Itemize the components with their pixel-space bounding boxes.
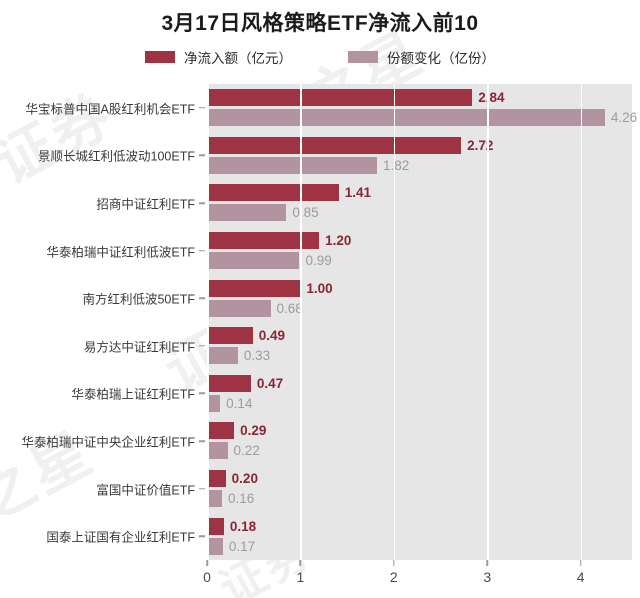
bar-share[interactable] — [207, 490, 222, 508]
bar-value-label: 0.29 — [240, 423, 267, 439]
bar-value-label: 1.00 — [306, 280, 333, 296]
bar-share[interactable] — [207, 347, 238, 365]
x-axis: 0 1 2 3 4 — [203, 560, 632, 598]
y-axis-tick — [199, 535, 205, 537]
bar-share[interactable] — [207, 204, 287, 222]
gridline-2 — [393, 84, 396, 560]
gridline-4 — [580, 84, 583, 560]
x-axis-tick — [393, 560, 395, 566]
legend-item-0[interactable]: 净流入额（亿元） — [145, 47, 292, 67]
legend-swatch-icon — [348, 51, 378, 63]
legend-label: 净流入额（亿元） — [184, 51, 292, 66]
bar-net[interactable] — [207, 470, 226, 488]
bar-net[interactable] — [207, 232, 320, 250]
bar-rows: 2.84 4.26 2.72 1.82 1.41 0.85 1.20 0.99 1.00 0.68… — [207, 84, 637, 560]
gridline-0 — [207, 84, 209, 560]
bar-net[interactable] — [207, 136, 462, 154]
bar-value-label: 0.14 — [226, 395, 253, 411]
bar-share[interactable] — [207, 537, 223, 555]
bar-group: 0.47 0.14 — [207, 370, 632, 418]
bar-net[interactable] — [207, 89, 473, 107]
gridline-1 — [300, 84, 302, 560]
x-axis-label-3: 3 — [483, 569, 492, 585]
y-axis-tick — [199, 392, 205, 395]
bar-net[interactable] — [207, 184, 339, 202]
y-axis-tick — [199, 249, 205, 252]
bar-value-label: 1.82 — [383, 157, 410, 173]
bar-value-label: 1.20 — [325, 233, 352, 249]
bar-value-label: 1.41 — [344, 185, 371, 201]
bar-value-label: 0.47 — [256, 375, 284, 391]
bar-share[interactable] — [207, 299, 271, 317]
bar-value-label: 4.26 — [610, 110, 638, 126]
bar-value-label: 0.85 — [292, 205, 319, 221]
y-axis-label-4: 南方红利低波50ETF — [82, 292, 195, 307]
bar-value-label: 0.99 — [305, 253, 332, 269]
bar-value-label: 0.16 — [227, 491, 255, 507]
bar-share[interactable] — [207, 252, 300, 270]
bar-net[interactable] — [207, 327, 253, 345]
y-axis-tick — [199, 345, 205, 347]
bar-group: 2.84 4.26 — [207, 84, 637, 132]
bar-value-label: 2.72 — [467, 137, 494, 153]
x-axis-label-0: 0 — [203, 569, 211, 585]
chart-legend: 净流入额（亿元） 份额变化（亿份） — [0, 47, 640, 67]
x-axis-label-4: 4 — [576, 569, 585, 585]
bar-share[interactable] — [207, 394, 221, 412]
bar-group: 0.49 0.33 — [207, 322, 632, 370]
bar-value-label: 0.18 — [229, 518, 257, 534]
y-axis-tick — [199, 440, 205, 442]
bar-value-label: 0.49 — [258, 328, 286, 344]
x-axis-tick — [206, 560, 208, 566]
y-axis: 华宝标普中国A股红利机会ETF 景顺长城红利低波动100ETF 招商中证红利ETF 华… — [0, 84, 207, 560]
bar-group: 0.29 0.22 — [207, 417, 632, 465]
y-axis-label-7: 华泰柏瑞中证中央企业红利ETF — [21, 435, 195, 450]
bar-group: 1.00 0.68 — [207, 274, 632, 322]
bar-value-label: 0.22 — [233, 443, 260, 459]
y-axis-label-9: 国泰上证国有企业红利ETF — [46, 530, 195, 545]
x-axis-tick — [579, 560, 582, 566]
y-axis-label-1: 景顺长城红利低波动100ETF — [38, 149, 195, 164]
bar-group: 1.20 0.99 — [207, 227, 632, 275]
bar-value-label: 0.17 — [228, 538, 256, 554]
gridline-3 — [487, 84, 489, 560]
bar-net[interactable] — [207, 422, 235, 440]
y-axis-label-6: 华泰柏瑞上证红利ETF — [71, 387, 195, 402]
bar-group: 2.72 1.82 — [207, 132, 632, 180]
y-axis-tick — [199, 297, 205, 299]
legend-item-1[interactable]: 份额变化（亿份） — [348, 47, 495, 67]
plot-area: 2.84 4.26 2.72 1.82 1.41 0.85 1.20 0.99 1.00 0.68… — [207, 84, 637, 560]
y-axis-label-2: 招商中证红利ETF — [96, 197, 195, 212]
bar-net[interactable] — [207, 374, 251, 392]
bar-net[interactable] — [207, 279, 301, 297]
legend-label: 份额变化（亿份） — [387, 51, 495, 66]
bar-value-label: 0.33 — [243, 348, 271, 364]
y-axis-tick — [199, 107, 205, 109]
bar-group: 1.41 0.85 — [207, 179, 632, 227]
bar-share[interactable] — [207, 442, 228, 460]
x-axis-tick — [486, 560, 488, 566]
legend-swatch-icon — [145, 51, 175, 63]
y-axis-tick — [199, 154, 205, 157]
y-axis-tick — [199, 202, 205, 204]
bar-value-label: 0.20 — [231, 471, 258, 487]
bar-share[interactable] — [207, 109, 605, 127]
y-axis-tick — [199, 487, 205, 490]
chart-title: 3月17日风格策略ETF净流入前10 — [161, 12, 479, 35]
bar-value-label: 2.84 — [478, 90, 505, 106]
y-axis-label-0: 华宝标普中国A股红利机会ETF — [25, 102, 195, 117]
x-axis-label-1: 1 — [296, 569, 305, 585]
bar-value-label: 0.68 — [276, 300, 303, 316]
y-axis-label-8: 富国中证价值ETF — [96, 483, 195, 498]
bar-share[interactable] — [207, 156, 377, 174]
y-axis-label-3: 华泰柏瑞中证红利低波ETF — [46, 245, 195, 260]
x-axis-label-2: 2 — [389, 569, 398, 585]
y-axis-label-5: 易方达中证红利ETF — [83, 340, 195, 355]
bar-net[interactable] — [207, 517, 224, 535]
bar-group: 0.18 0.17 — [207, 512, 632, 560]
x-axis-tick — [299, 560, 302, 566]
bar-group: 0.20 0.16 — [207, 465, 632, 513]
